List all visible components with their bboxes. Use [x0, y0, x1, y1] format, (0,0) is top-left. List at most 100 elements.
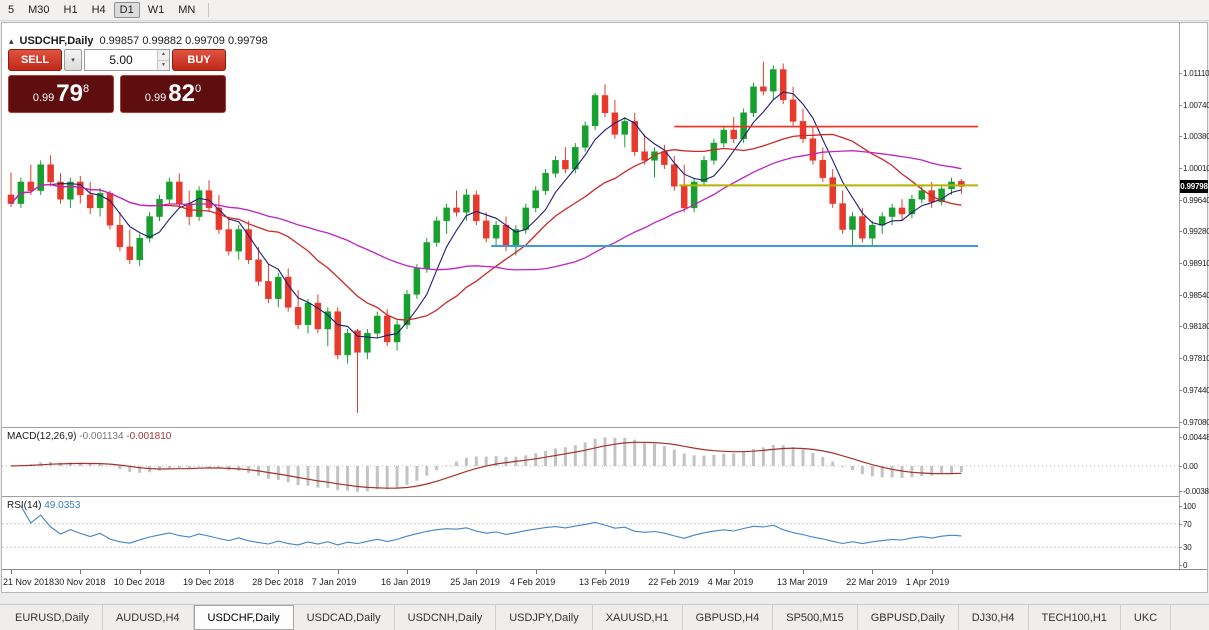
timeframe-button-5[interactable]: 5 — [8, 4, 15, 16]
date-label: 21 Nov 2018 — [3, 577, 55, 587]
rsi-pane[interactable]: RSI(14) 49.0353 — [2, 497, 1179, 569]
date-tick — [872, 570, 874, 574]
timeframe-button-D1[interactable]: D1 — [113, 2, 140, 18]
macd-indicator — [2, 437, 1179, 492]
chart-tab-usdcnh-daily[interactable]: USDCNH,Daily — [395, 605, 497, 630]
scale-label: 1.00740 — [1183, 100, 1209, 110]
date-tick — [674, 570, 676, 574]
chart-tab-gbpusd-h4[interactable]: GBPUSD,H4 — [683, 605, 774, 630]
chart-tab-xauusd-h1[interactable]: XAUUSD,H1 — [593, 605, 683, 630]
scale-tick — [1179, 466, 1182, 467]
scale-tick — [1179, 547, 1182, 549]
chart-tab-usdchf-daily[interactable]: USDCHF,Daily — [193, 605, 294, 630]
date-label: 10 Dec 2018 — [113, 577, 165, 587]
pane-divider[interactable] — [2, 427, 1207, 428]
scale-tick — [1179, 358, 1182, 360]
date-label: 4 Feb 2019 — [509, 577, 556, 587]
chart-window: ▴ USDCHF,Daily 0.99857 0.99882 0.99709 0… — [1, 22, 1209, 593]
scale-label: 0.98180 — [1183, 322, 1209, 332]
volume-field[interactable]: ▲ ▼ — [84, 49, 170, 71]
chart-tab-tech100-h1[interactable]: TECH100,H1 — [1029, 605, 1121, 630]
scale-tick — [1179, 231, 1182, 233]
sell-price-pip: 8 — [83, 83, 90, 95]
volume-spinner[interactable]: ▲ ▼ — [157, 50, 169, 70]
scale-tick — [1179, 390, 1182, 392]
date-label: 30 Nov 2018 — [54, 577, 106, 587]
macd-label: MACD(12,26,9) -0.001134 -0.001810 — [7, 431, 171, 442]
timeframe-button-W1[interactable]: W1 — [147, 4, 165, 16]
sell-button[interactable]: SELL — [8, 49, 62, 71]
date-tick — [535, 570, 537, 574]
scale-tick — [1179, 263, 1182, 265]
price-scale[interactable]: 0.99798 1.01110 1.00740 1.00380 1.00010 0.99… — [1179, 23, 1209, 570]
scale-label: 1.00010 — [1183, 164, 1209, 174]
chart-tab-audusd-h4[interactable]: AUDUSD,H4 — [103, 605, 194, 630]
timeframe-button-H4[interactable]: H4 — [91, 4, 106, 16]
scale-label: 0 — [1183, 561, 1188, 570]
sell-quote-button[interactable]: 0.99 79 8 — [8, 75, 114, 113]
sell-price-big: 79 — [56, 80, 83, 107]
scale-label: 30 — [1183, 543, 1192, 553]
date-label: 22 Mar 2019 — [846, 577, 897, 587]
macd-name: MACD(12,26,9) — [7, 431, 77, 442]
chart-tab-ukc[interactable]: UKC — [1121, 605, 1172, 630]
macd-main-value: -0.001134 — [79, 431, 124, 442]
scale-tick — [1179, 200, 1182, 202]
scale-tick — [1179, 326, 1182, 328]
chart-tab-eurusd-daily[interactable]: EURUSD,Daily — [2, 605, 103, 630]
scale-tick — [1179, 491, 1182, 493]
scale-tick — [1179, 168, 1182, 170]
volume-dropdown-button[interactable]: ▾ — [64, 49, 82, 71]
chart-tab-dj30-h4[interactable]: DJ30,H4 — [959, 605, 1029, 630]
rsi-value: 49.0353 — [44, 500, 81, 511]
buy-quote-button[interactable]: 0.99 82 0 — [120, 75, 226, 113]
volume-increase-button[interactable]: ▲ — [158, 50, 169, 60]
date-tick — [605, 570, 606, 574]
timeframe-button-H1[interactable]: H1 — [63, 4, 78, 16]
volume-input[interactable] — [85, 53, 157, 67]
rsi-line — [20, 505, 962, 546]
collapse-panel-icon[interactable]: ▴ — [9, 35, 14, 46]
buy-price-pip: 0 — [195, 83, 202, 95]
date-axis[interactable]: 21 Nov 2018 30 Nov 2018 10 Dec 2018 19 Dec … — [2, 569, 1207, 592]
scale-label: 0.97080 — [1183, 417, 1209, 427]
timeframe-button-M30[interactable]: M30 — [28, 4, 50, 16]
macd-pane[interactable]: MACD(12,26,9) -0.001134 -0.001810 — [2, 428, 1179, 496]
pane-divider[interactable] — [2, 496, 1207, 497]
chart-tab-gbpusd-daily[interactable]: GBPUSD,Daily — [858, 605, 959, 630]
timeframe-button-MN[interactable]: MN — [178, 4, 196, 16]
macd-histogram — [19, 437, 963, 492]
scale-label: 0.99280 — [1183, 227, 1209, 237]
date-label: 13 Feb 2019 — [579, 577, 630, 587]
date-tick — [11, 570, 12, 574]
rsi-name: RSI(14) — [7, 500, 42, 511]
chart-tab-usdjpy-daily[interactable]: USDJPY,Daily — [496, 605, 593, 630]
buy-button[interactable]: BUY — [172, 49, 226, 71]
scale-tick — [1179, 295, 1182, 297]
chevron-down-icon: ▾ — [71, 57, 75, 64]
volume-decrease-button[interactable]: ▼ — [158, 59, 169, 70]
timeframe-toolbar: 5 M30 H1 H4 D1 W1 MN — [0, 0, 1209, 21]
scale-label: 70 — [1183, 519, 1192, 529]
date-tick — [407, 570, 408, 574]
scale-tick — [1179, 72, 1182, 74]
candlestick-chart[interactable] — [2, 23, 1179, 428]
chart-tab-usdcad-daily[interactable]: USDCAD,Daily — [294, 605, 395, 630]
scale-tick — [1179, 104, 1182, 106]
date-label: 22 Feb 2019 — [648, 577, 699, 587]
chart-tab-sp500-m15[interactable]: SP500,M15 — [773, 605, 858, 630]
scale-label: 0.98540 — [1183, 291, 1209, 301]
date-tick — [278, 570, 280, 574]
buy-price-prefix: 0.99 — [144, 92, 167, 104]
chart-symbol-label: USDCHF,Daily — [19, 35, 94, 47]
current-price-marker: 0.99798 — [1180, 180, 1208, 193]
scale-label: 0.00 — [1183, 462, 1198, 471]
macd-signal-value: -0.001810 — [126, 431, 172, 442]
scale-label: 0.004487 — [1183, 432, 1209, 442]
scale-label: 0.99640 — [1183, 196, 1209, 206]
scale-label: 0.97810 — [1183, 354, 1209, 364]
buy-price-big: 82 — [168, 80, 195, 107]
scale-label: 100 — [1183, 502, 1196, 511]
date-label: 13 Mar 2019 — [777, 577, 828, 587]
scale-label: 0.97440 — [1183, 386, 1209, 396]
